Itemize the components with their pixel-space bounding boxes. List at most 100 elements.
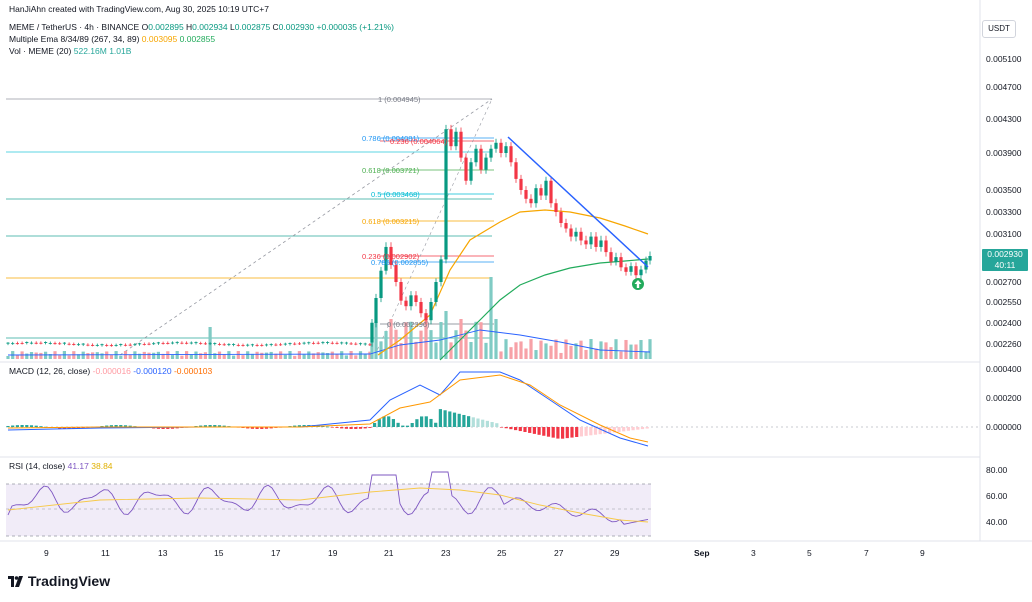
candle-body (414, 295, 418, 302)
macd-hist-bar (499, 427, 504, 428)
macd-hist-bar (368, 427, 372, 428)
fib-levels[interactable] (6, 98, 494, 339)
volume-bar (344, 355, 348, 359)
macd-hist-bar (457, 413, 461, 427)
volume-bar (326, 353, 330, 359)
volume-bar (363, 354, 367, 359)
candle-body (100, 344, 104, 346)
volume-bar (419, 330, 423, 359)
candle-body (255, 345, 259, 346)
volume-bar (639, 340, 643, 359)
macd-hist-bar (20, 425, 24, 427)
candle-body (264, 344, 269, 346)
macd-hist-bar (109, 425, 113, 427)
volume-bar (414, 341, 418, 359)
volume-bar (283, 354, 287, 359)
candle-body (579, 231, 583, 241)
macd-hist-bar (598, 427, 602, 435)
candle-body (524, 190, 528, 199)
macd-legend[interactable]: MACD (12, 26, close) -0.000016 -0.000120… (9, 366, 212, 376)
candle-body (494, 142, 498, 149)
tradingview-logo-icon (8, 576, 23, 587)
ema-value-1: 0.003095 (141, 34, 178, 44)
candle-body (20, 343, 24, 344)
macd-axis-label: 0.000400 (986, 364, 1022, 374)
symbol-legend[interactable]: MEME / TetherUS · 4h · BINANCE O0.002895… (9, 22, 394, 32)
candle-body (81, 343, 85, 345)
macd-hist-bar (561, 427, 565, 439)
price-label: 0.002550 (986, 297, 1022, 307)
ohlc-key: L (227, 22, 235, 32)
macd-signal-line (7, 374, 649, 443)
macd-line-value: -0.000120 (133, 366, 172, 376)
volume-bar (199, 353, 203, 359)
ohlc-value: 0.002875 (234, 22, 271, 32)
time-label: 17 (271, 548, 281, 558)
candle-body (133, 344, 137, 346)
ohlc-key: O (141, 22, 149, 32)
macd-hist-bar (546, 427, 551, 437)
candle-body (232, 343, 236, 345)
candle-body (358, 343, 363, 345)
candle-body (260, 345, 264, 346)
macd-hist-bar (443, 410, 447, 427)
volume-bar (489, 277, 493, 359)
downtrend-line[interactable] (507, 136, 649, 268)
macd-hist-bar (575, 427, 579, 437)
rsi-legend[interactable]: RSI (14, close) 41.17 38.84 (9, 461, 113, 471)
macd-signal-value: -0.000103 (173, 366, 213, 376)
candle-body (326, 342, 330, 343)
candle-body (25, 342, 29, 343)
candle-body (609, 252, 613, 262)
tradingview-logo[interactable]: TradingView (8, 573, 110, 589)
candle-body (639, 269, 643, 276)
candle-body (569, 228, 573, 237)
fib-labels: 1 (0.004945) 0.786 (0.004081)0.236 (0.004… (362, 95, 448, 329)
candle-body (62, 342, 66, 344)
candle-body (48, 342, 52, 344)
tradingview-brand: TradingView (27, 573, 111, 589)
candle-body (368, 344, 372, 346)
macd-hist-bar (448, 411, 452, 427)
macd-hist-bar (401, 425, 405, 427)
time-label: 25 (497, 548, 507, 558)
ohlc-h: H0.002934 (184, 22, 228, 32)
ema-value-2: 0.002855 (179, 34, 216, 44)
ohlc-value: 0.002895 (148, 22, 184, 32)
macd-hist-bar (349, 427, 353, 429)
candle-body (340, 342, 344, 344)
candle-body (379, 270, 383, 298)
candle-body (399, 282, 403, 301)
candle-body (222, 344, 226, 346)
volume-bar (15, 354, 19, 359)
candle-body (76, 344, 81, 346)
volume-legend[interactable]: Vol · MEME (20) 522.16M 1.01B (9, 46, 131, 56)
candle-body (529, 198, 533, 204)
macd-hist-bar (405, 425, 410, 427)
candle-body (539, 188, 543, 196)
volume-bar (579, 340, 583, 359)
time-label: 27 (554, 548, 564, 558)
rsi-axis-label: 80.00 (986, 465, 1008, 475)
time-label: Sep (694, 548, 710, 558)
volume-value-2: 1.01B (109, 46, 132, 56)
volume-bar (105, 351, 109, 359)
macd-hist-bar (246, 427, 250, 429)
fib-trend-line-2[interactable] (374, 98, 493, 356)
macd-hist-bar (579, 427, 583, 437)
candle-body (203, 343, 207, 345)
volume-bar (389, 319, 393, 359)
volume-bar (44, 351, 48, 359)
macd-hist-bar (518, 427, 522, 432)
volume-bar (109, 354, 113, 359)
ema-legend[interactable]: Multiple Ema 8/34/89 (267, 34, 89) 0.003… (9, 34, 215, 44)
volume-bar (569, 345, 573, 359)
currency-selector[interactable]: USDT (982, 20, 1016, 38)
volume-bar (469, 342, 473, 359)
candle-body (449, 129, 453, 147)
rsi-value: 41.17 (67, 461, 89, 471)
macd-hist-bar (255, 427, 259, 429)
volume-bar (161, 353, 165, 359)
candle-body (109, 345, 113, 347)
